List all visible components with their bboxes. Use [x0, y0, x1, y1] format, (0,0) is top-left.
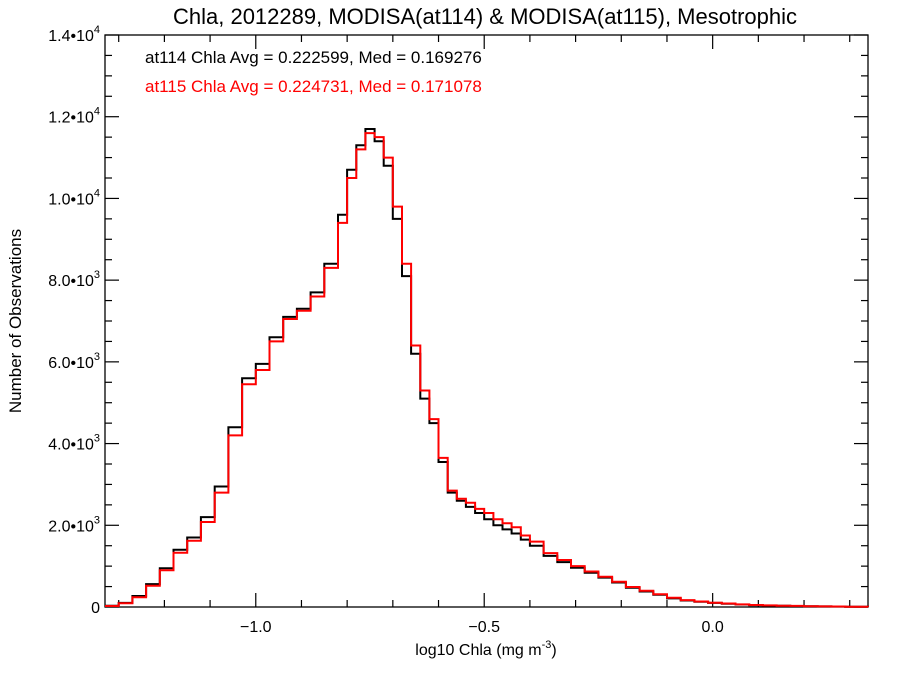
x-tick-label: 0.0 [702, 619, 724, 636]
x-tick-label: −0.5 [468, 619, 500, 636]
y-tick-label: 2.0•103 [48, 514, 100, 535]
chart-title: Chla, 2012289, MODISA(at114) & MODISA(at… [173, 4, 797, 29]
y-tick-label: 4.0•103 [48, 433, 100, 454]
y-tick-label: 6.0•103 [48, 351, 100, 372]
y-tick-label: 1.4•104 [48, 24, 100, 45]
histogram-series-at114 [105, 128, 869, 608]
annotation-at115: at115 Chla Avg = 0.224731, Med = 0.17107… [145, 77, 482, 96]
histogram-series-at115 [105, 132, 869, 608]
x-tick-label: −1.0 [240, 619, 272, 636]
y-axis-label: Number of Observations [6, 229, 25, 413]
plot-frame [104, 34, 869, 608]
annotation-at114: at114 Chla Avg = 0.222599, Med = 0.16927… [145, 48, 482, 67]
series-layer [105, 128, 869, 608]
y-tick-label: 0 [91, 600, 100, 617]
x-axis: −1.0 −0.5 0.0 [118, 35, 851, 636]
y-tick-label: 1.2•104 [48, 106, 100, 127]
y-tick-label: 8.0•103 [48, 269, 100, 290]
x-axis-label-superscript: -3 [542, 639, 552, 651]
y-tick-label: 1.0•104 [48, 187, 100, 208]
x-axis-label: log10 Chla (mg m-3) [415, 639, 556, 659]
y-axis: 0 2.0•103 4.0•103 6.0•103 8.0•103 1.0•104 1.2•… [48, 24, 868, 617]
